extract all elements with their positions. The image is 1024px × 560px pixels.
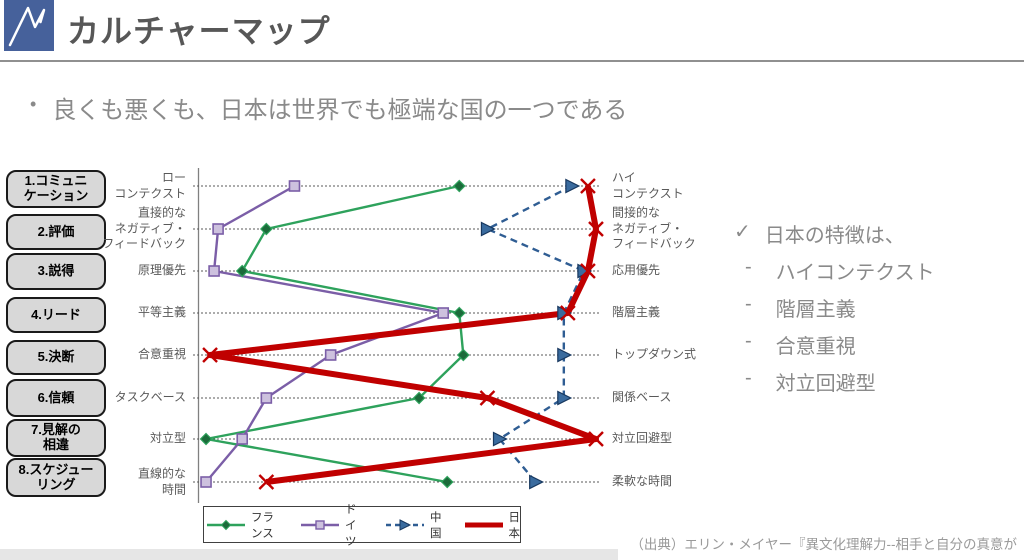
dimension-box-4: 4.リード	[6, 297, 106, 333]
summary-bullet: • 良くも悪くも、日本は世界でも極端な国の一つである	[30, 90, 627, 125]
right-label-6: 関係ベース	[612, 390, 672, 405]
legend-label: 日本	[508, 511, 521, 540]
left-label-2: 直接的な ネガティブ・ フィードバック	[102, 205, 186, 251]
bullet-marker: •	[30, 94, 37, 114]
dash-marker: -	[745, 330, 752, 352]
japan-feature-label: 合意重視	[775, 336, 856, 358]
dimension-box-3: 3.説得	[6, 253, 106, 290]
series-line-フランス	[204, 184, 465, 484]
legend-label: 中国	[430, 511, 442, 540]
dimension-box-7: 7.見解の 相違	[6, 419, 106, 457]
right-label-5: トップダウン式	[612, 347, 697, 362]
japan-feature-label: 対立回避型	[775, 373, 876, 395]
check-icon: ✓	[734, 221, 751, 243]
citation: （出典）エリン・メイヤー『異文化理解力--相手と自分の真意が	[630, 537, 1017, 552]
right-label-8: 柔軟な時間	[612, 474, 673, 489]
japan-feature-3: - 合意重視	[745, 330, 856, 359]
japan-feature-2: - 階層主義	[745, 293, 856, 322]
japan-feature-1: - ハイコンテクスト	[745, 256, 935, 285]
chart-legend: フランス ドイツ 中国 日本	[203, 504, 521, 548]
legend-item-フランス: フランス	[204, 509, 278, 541]
left-label-3: 原理優先	[137, 263, 186, 278]
bullet-text: 良くも悪くも、日本は世界でも極端な国の一つである	[52, 97, 628, 124]
left-label-4: 平等主義	[137, 305, 186, 320]
dimension-box-1: 1.コミュニ ケーション	[6, 170, 106, 208]
right-label-2: 間接的な ネガティブ・ フィードバック	[612, 205, 696, 251]
left-label-1: ロー コンテクスト	[114, 170, 186, 200]
dash-marker: -	[745, 256, 752, 278]
left-label-8: 直線的な 時間	[137, 466, 186, 496]
series-line-日本	[207, 185, 599, 485]
dimension-box-2: 2.評価	[6, 214, 106, 250]
dash-marker: -	[745, 293, 752, 315]
bottom-band	[0, 549, 618, 560]
right-label-7: 対立回避型	[612, 431, 673, 446]
right-label-3: 応用優先	[612, 263, 661, 278]
legend-item-ドイツ: ドイツ	[298, 501, 363, 549]
japan-feature-label: 階層主義	[775, 299, 856, 321]
dash-marker: -	[745, 367, 752, 389]
page-title: カルチャーマップ	[67, 13, 331, 49]
left-label-7: 対立型	[149, 431, 186, 446]
dimension-box-5: 5.決断	[6, 340, 106, 375]
legend-label: ドイツ	[345, 503, 357, 548]
header-divider	[0, 60, 1024, 62]
series-line-中国	[486, 184, 586, 483]
legend-item-日本: 日本	[462, 509, 521, 541]
legend-label: フランス	[251, 511, 274, 540]
japan-features-title: ✓ 日本の特徴は、	[734, 219, 905, 248]
legend-item-中国: 中国	[383, 509, 442, 541]
left-label-5: 合意重視	[137, 347, 186, 362]
company-logo	[4, 0, 54, 51]
right-label-1: ハイ コンテクスト	[612, 170, 684, 200]
japan-feature-4: - 対立回避型	[745, 367, 876, 396]
japan-feature-label: ハイコンテクスト	[775, 262, 935, 284]
right-label-4: 階層主義	[612, 305, 661, 320]
japan-features-title-text: 日本の特徴は、	[764, 225, 905, 247]
mountain-logo-icon	[8, 6, 46, 47]
culture-map-chart	[193, 168, 604, 503]
left-label-6: タスクベース	[114, 390, 186, 405]
dimension-box-8: 8.スケジュー リング	[6, 458, 106, 497]
dimension-box-6: 6.信頼	[6, 379, 106, 417]
